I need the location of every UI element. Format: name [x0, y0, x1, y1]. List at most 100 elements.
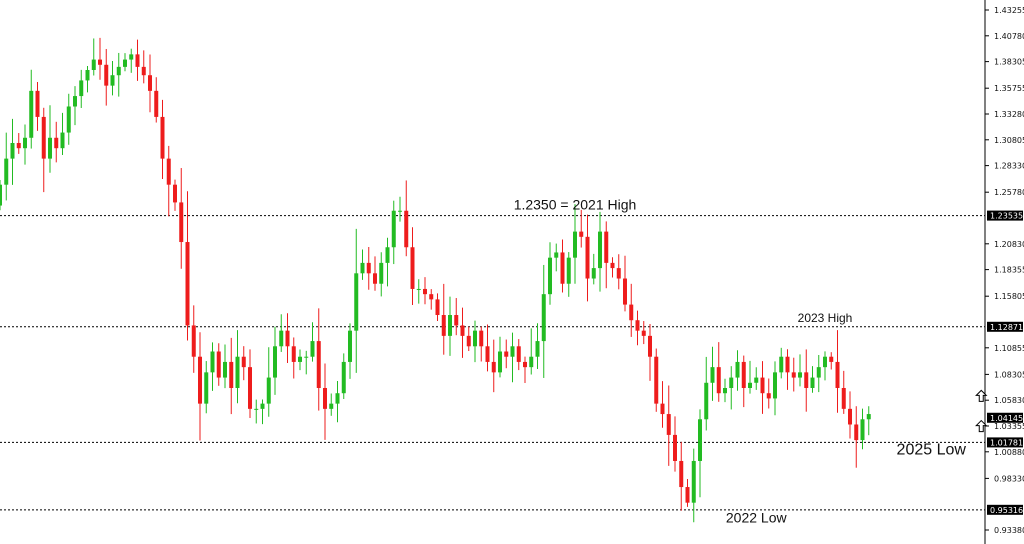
candle-body: [766, 393, 771, 399]
candle-body: [298, 356, 302, 362]
candle-body: [29, 90, 34, 138]
candle-body: [479, 330, 484, 347]
y-tick-label: 1.15805: [994, 292, 1024, 301]
candle-body: [241, 356, 246, 368]
candle-body: [816, 367, 821, 378]
candle-body: [516, 346, 521, 362]
candle-body: [754, 377, 759, 383]
candle-body: [54, 137, 59, 149]
candle-body: [41, 116, 46, 159]
candle-body: [216, 351, 221, 378]
candle-body: [860, 419, 865, 441]
candle-body: [373, 273, 377, 284]
y-tick-label: 0.93380: [994, 526, 1024, 535]
candle-body: [123, 59, 127, 67]
candle-body: [135, 54, 140, 67]
candle-body: [379, 262, 384, 284]
candle-body: [279, 330, 284, 347]
candle-body: [791, 372, 796, 378]
candle-body: [429, 294, 434, 300]
candle-body: [735, 361, 740, 378]
candle-body: [260, 403, 265, 409]
candle-body: [585, 236, 590, 279]
candle-body: [523, 361, 527, 368]
candle-body: [535, 341, 540, 357]
candle-body: [229, 361, 234, 388]
candle-body: [285, 330, 290, 347]
candle-body: [341, 361, 346, 394]
candle-body: [4, 158, 9, 185]
y-tick-label: 1.33280: [994, 110, 1024, 119]
candle-body: [648, 335, 652, 357]
price-tag-box: [987, 504, 1023, 515]
y-tick-label: 1.20830: [994, 240, 1024, 249]
price-tags: 1.23535 1.12871 1.01781 0.95316 1.04145: [987, 210, 1023, 515]
candle-body: [273, 346, 277, 378]
candle-body: [66, 106, 71, 133]
candle-body: [841, 387, 846, 409]
candle-body: [641, 330, 646, 336]
candle-body: [635, 320, 640, 331]
candle-body: [498, 351, 502, 373]
horizontal-levels: [0, 215, 985, 511]
candle-body: [60, 132, 65, 149]
candle-body: [223, 361, 227, 378]
candle-body: [198, 356, 202, 404]
candle-body: [610, 262, 615, 269]
candle-body: [316, 341, 321, 388]
candle-body: [441, 315, 446, 336]
candle-body: [773, 372, 777, 399]
y-tick-label: 1.03355: [994, 422, 1024, 431]
candle-body: [510, 346, 515, 357]
price-axis: 1.43255 1.40780 1.38305 1.35755 1.33280 1.308…: [985, 6, 1024, 535]
candle-body: [329, 403, 334, 409]
candle-body: [116, 66, 121, 76]
candle-body: [23, 137, 27, 149]
candle-body: [204, 372, 209, 404]
candle-body: [473, 330, 477, 347]
candle-body: [85, 70, 90, 81]
y-tick-label: 1.10855: [994, 344, 1024, 353]
candle-body: [504, 351, 509, 357]
candle-body: [485, 346, 490, 362]
y-tick-label: 1.35755: [994, 84, 1024, 93]
candle-body: [673, 434, 677, 461]
candle-body: [235, 356, 240, 388]
candle-body: [416, 288, 421, 290]
candle-body: [304, 356, 309, 358]
candle-body: [554, 252, 559, 258]
candle-body: [173, 184, 177, 203]
candle-body: [529, 356, 534, 368]
y-tick-label: 1.00880: [994, 448, 1024, 457]
candle-body: [691, 460, 696, 503]
candle-body: [604, 231, 609, 263]
candle-body: [835, 361, 840, 388]
price-tag-label: 0.95316: [990, 506, 1023, 515]
candle-body: [679, 460, 684, 488]
candle-body: [210, 351, 215, 373]
candle-body: [348, 330, 352, 362]
price-tag-label: 1.01781: [990, 438, 1023, 447]
candle-body: [623, 278, 627, 305]
price-tag-box: [987, 437, 1023, 448]
candle-body: [91, 59, 96, 71]
y-tick-label: 1.40780: [994, 32, 1024, 41]
candle-body: [404, 210, 409, 248]
candle-body: [848, 408, 852, 425]
candle-body: [129, 54, 134, 60]
candle-body: [10, 142, 15, 159]
candle-body: [704, 382, 709, 420]
annotations: 1.2350 = 2021 High 2023 High 2022 Low 2025 …: [514, 197, 967, 526]
candle-body: [448, 315, 452, 336]
price-tag-box: [987, 321, 1023, 332]
candle-body: [266, 377, 271, 404]
candle-body: [866, 414, 871, 420]
price-tag-label: 1.23535: [990, 212, 1023, 221]
candle-body: [454, 315, 459, 326]
candle-body: [716, 367, 721, 394]
candle-body: [310, 341, 315, 357]
candle-body: [616, 268, 621, 279]
candle-body: [179, 202, 184, 243]
annotation-label: 2022 Low: [726, 509, 788, 525]
